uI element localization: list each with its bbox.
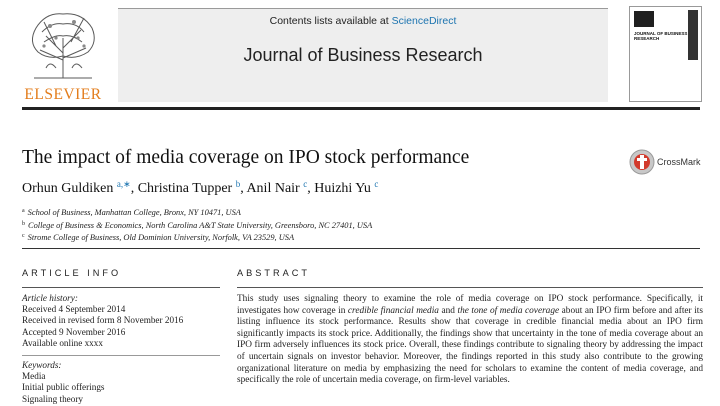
abstract-text: and — [438, 305, 458, 316]
journal-masthead: Contents lists available at ScienceDirec… — [118, 8, 608, 102]
journal-cover-thumbnail[interactable]: JOURNAL OF BUSINESS RESEARCH — [629, 6, 702, 102]
author-affiliation-marker[interactable]: c — [374, 179, 379, 189]
author-name[interactable]: Christina Tupper — [137, 181, 233, 196]
cover-side-bar — [688, 10, 698, 60]
sciencedirect-link[interactable]: ScienceDirect — [391, 15, 457, 27]
affiliation-marker: c — [22, 233, 25, 239]
keywords-label: Keywords: — [22, 360, 62, 370]
crossmark-label: CrossMark — [657, 157, 701, 167]
article-history: Article history: Received 4 September 20… — [22, 293, 220, 349]
author-separator: , — [130, 181, 138, 196]
author-separator: , — [240, 181, 247, 196]
affiliation-text: College of Business & Economics, North C… — [28, 220, 373, 230]
abstract-rule — [237, 287, 703, 288]
title-divider — [22, 248, 700, 249]
history-item: Received 4 September 2014 — [22, 304, 126, 315]
keywords-rule — [22, 355, 220, 356]
crossmark-icon — [629, 149, 655, 175]
keyword-item[interactable]: Signaling theory — [22, 393, 83, 404]
affiliation-item: c Strome College of Business, Old Dominio… — [22, 231, 372, 244]
cover-title: JOURNAL OF BUSINESS RESEARCH — [634, 31, 688, 41]
contents-prefix: Contents lists available at — [269, 15, 392, 27]
abstract-emphasis: the tone of media coverage — [457, 305, 560, 316]
abstract-text: about an IPO firm before and after its l… — [237, 305, 703, 386]
history-item: Available online xxxx — [22, 337, 103, 348]
elsevier-tree-icon — [26, 8, 100, 80]
affiliation-list: a School of Business, Manhattan College, … — [22, 206, 372, 244]
author-separator: , — [307, 181, 315, 196]
elsevier-logo[interactable]: ELSEVIER — [22, 8, 104, 104]
article-info-rule — [22, 287, 220, 288]
crossmark-badge[interactable]: CrossMark — [629, 149, 705, 177]
history-label: Article history: — [22, 293, 78, 303]
article-title: The impact of media coverage on IPO stoc… — [22, 147, 470, 168]
affiliation-item: a School of Business, Manhattan College, … — [22, 206, 372, 219]
contents-line: Contents lists available at ScienceDirec… — [118, 15, 608, 27]
keyword-item[interactable]: Initial public offerings — [22, 382, 105, 393]
author-name[interactable]: Anil Nair — [246, 181, 300, 196]
abstract-body: This study uses signaling theory to exam… — [237, 294, 703, 387]
abstract-emphasis: credible financial media — [347, 305, 439, 316]
author-affiliation-marker[interactable]: c — [303, 179, 308, 189]
affiliation-marker: b — [22, 220, 25, 227]
publisher-logo-text: ELSEVIER — [24, 86, 102, 103]
affiliation-text: School of Business, Manhattan College, B… — [27, 208, 241, 217]
journal-title[interactable]: Journal of Business Research — [243, 45, 483, 65]
header-divider — [22, 107, 700, 110]
article-info-heading: ARTICLE INFO — [22, 268, 122, 278]
keyword-item[interactable]: Media — [22, 371, 46, 382]
affiliation-item: b College of Business & Economics, North … — [22, 219, 372, 232]
author-list: Orhun Guldiken a,∗, Christina Tupper b, … — [22, 179, 378, 197]
abstract-heading: ABSTRACT — [237, 268, 311, 278]
abstract-text: This study uses signaling theory to exam… — [237, 294, 703, 316]
author-name[interactable]: Orhun Guldiken — [22, 181, 114, 196]
affiliation-marker: a — [22, 208, 25, 214]
cover-image — [634, 11, 654, 27]
author-name[interactable]: Huizhi Yu — [314, 181, 371, 196]
affiliation-text: Strome College of Business, Old Dominion… — [27, 233, 295, 242]
author-affiliation-marker[interactable]: a,∗ — [116, 179, 131, 189]
keywords: Keywords: Media Initial public offerings… — [22, 360, 220, 405]
history-item: Received in revised form 8 November 2016 — [22, 315, 184, 326]
history-item: Accepted 9 November 2016 — [22, 326, 126, 337]
author-affiliation-marker[interactable]: b — [235, 179, 241, 189]
